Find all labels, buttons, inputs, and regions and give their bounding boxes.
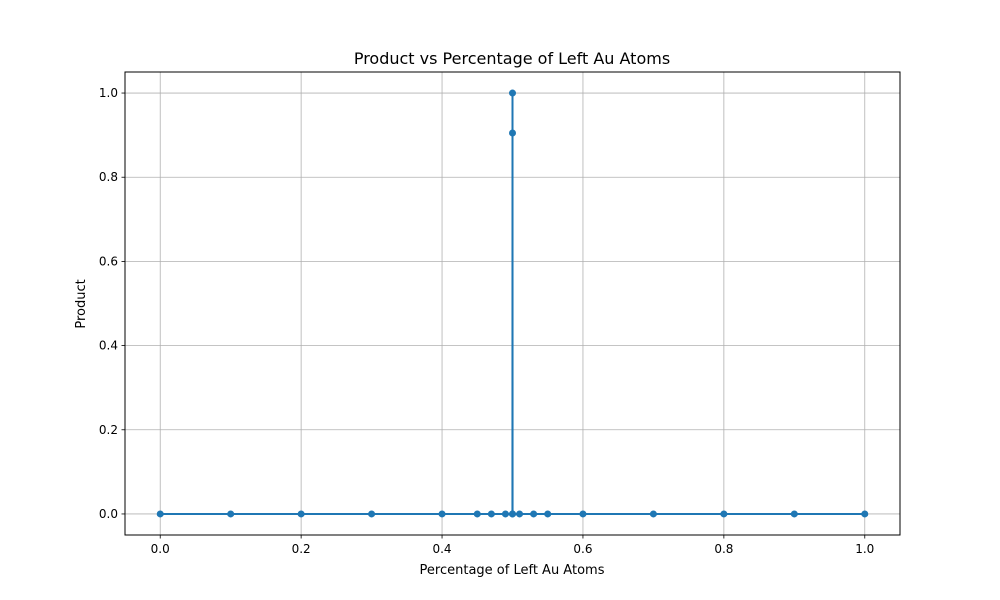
data-point bbox=[861, 510, 869, 518]
data-point bbox=[720, 510, 728, 518]
data-point bbox=[297, 510, 305, 518]
data-point bbox=[516, 510, 524, 518]
series-layer bbox=[156, 89, 869, 518]
data-point bbox=[579, 510, 587, 518]
data-point bbox=[368, 510, 376, 518]
y-tick-label: 1.0 bbox=[99, 86, 118, 100]
plot-frame bbox=[124, 71, 901, 536]
x-tick-label: 0.6 bbox=[573, 542, 592, 556]
data-point bbox=[227, 510, 235, 518]
y-tick-label: 0.2 bbox=[99, 423, 118, 437]
axis-ticks: 0.0 0.2 0.4 0.6 0.8 1.0 0.0 0.2 0.4 0.6 0.8 1.0 bbox=[99, 86, 874, 556]
y-tick-label: 0.6 bbox=[99, 254, 118, 268]
x-tick-label: 0.8 bbox=[714, 542, 733, 556]
y-tick-label: 0.0 bbox=[99, 507, 118, 521]
chart-title: Product vs Percentage of Left Au Atoms bbox=[354, 49, 670, 68]
data-point bbox=[790, 510, 798, 518]
x-tick-label: 0.4 bbox=[432, 542, 451, 556]
x-axis-title: Percentage of Left Au Atoms bbox=[420, 563, 605, 578]
y-tick-label: 0.8 bbox=[99, 170, 118, 184]
x-tick-label: 1.0 bbox=[855, 542, 874, 556]
x-tick-label: 0.2 bbox=[292, 542, 311, 556]
series-line bbox=[160, 92, 865, 515]
y-axis-title: Product bbox=[74, 279, 89, 328]
y-tick-label: 0.4 bbox=[99, 339, 118, 353]
data-point bbox=[487, 510, 495, 518]
data-point bbox=[544, 510, 552, 518]
data-point bbox=[156, 510, 164, 518]
data-point bbox=[649, 510, 657, 518]
data-point bbox=[473, 510, 481, 518]
data-point bbox=[509, 129, 517, 137]
x-tick-label: 0.0 bbox=[151, 542, 170, 556]
data-point bbox=[509, 510, 517, 518]
data-point bbox=[509, 89, 516, 97]
data-point bbox=[530, 510, 538, 518]
data-point bbox=[501, 510, 509, 518]
data-point bbox=[438, 510, 446, 518]
